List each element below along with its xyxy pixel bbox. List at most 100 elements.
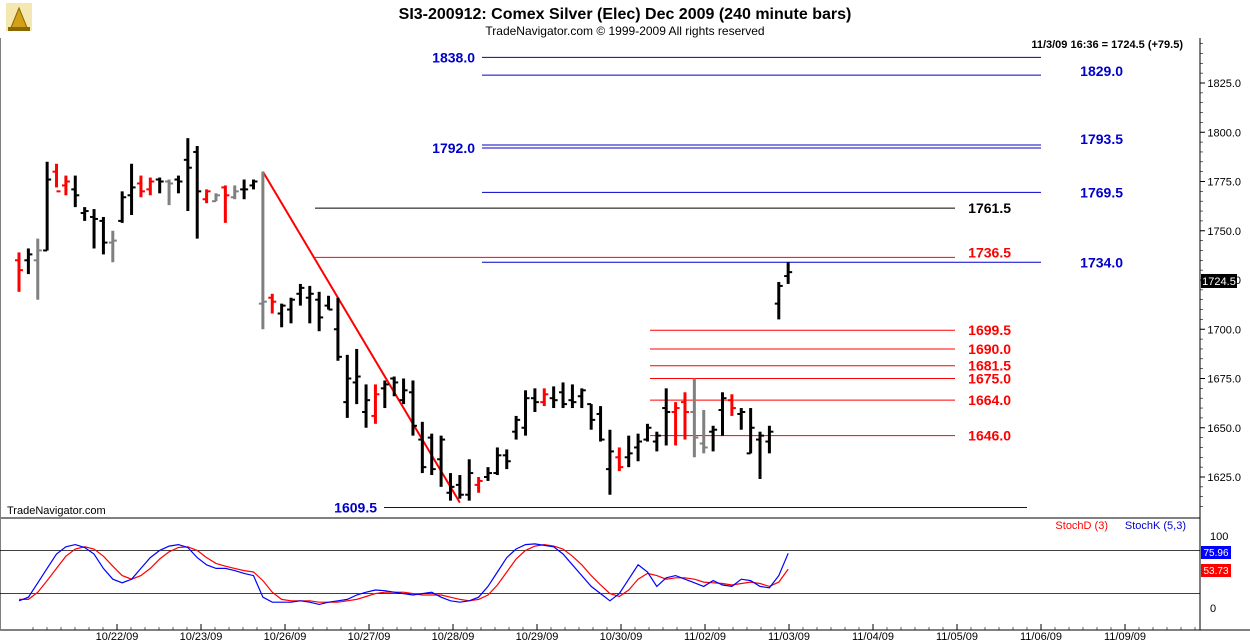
ohlc-bar bbox=[193, 146, 202, 239]
ohlc-bars bbox=[15, 138, 793, 501]
level-label: 1761.5 bbox=[968, 200, 1011, 216]
ohlc-bar bbox=[33, 238, 42, 300]
ohlc-bar bbox=[15, 252, 23, 292]
stochastic-panel: 100 0 bbox=[0, 531, 1228, 615]
ohlc-bar bbox=[352, 348, 361, 405]
ohlc-bar bbox=[493, 447, 502, 476]
ohlc-bar bbox=[624, 435, 633, 468]
ohlc-bar bbox=[596, 406, 605, 442]
level-label: 1675.0 bbox=[968, 371, 1011, 387]
level-label: 1792.0 bbox=[432, 140, 475, 156]
stoch-d-legend: StochD (3) bbox=[1055, 520, 1108, 532]
ohlc-bar bbox=[127, 163, 136, 215]
ohlc-bar bbox=[418, 421, 427, 474]
copyright-text: TradeNavigator.com © 1999-2009 All right… bbox=[485, 24, 764, 38]
ohlc-bar bbox=[615, 447, 624, 472]
level-label: 1699.5 bbox=[968, 322, 1011, 338]
ohlc-bar bbox=[446, 473, 455, 501]
level-label: 1769.5 bbox=[1080, 184, 1123, 200]
x-tick-label: 11/05/09 bbox=[936, 631, 978, 643]
ohlc-bar bbox=[605, 429, 614, 495]
ohlc-bar bbox=[746, 408, 755, 455]
ohlc-bar bbox=[108, 230, 117, 263]
y-tick-label: 1650.0 bbox=[1207, 423, 1241, 435]
ohlc-bar bbox=[559, 382, 568, 409]
level-label: 1681.5 bbox=[968, 358, 1011, 374]
ohlc-bar bbox=[756, 431, 765, 479]
level-label: 1829.0 bbox=[1080, 63, 1123, 79]
ohlc-bar bbox=[202, 189, 211, 204]
y-tick-label: 1775.0 bbox=[1207, 177, 1241, 189]
ohlc-bar bbox=[287, 297, 296, 324]
ohlc-bar bbox=[258, 171, 267, 330]
level-label: 1734.0 bbox=[1080, 254, 1123, 270]
chart-title: SI3-200912: Comex Silver (Elec) Dec 2009… bbox=[399, 6, 852, 23]
ohlc-bar bbox=[315, 291, 324, 332]
ohlc-bar bbox=[324, 295, 333, 311]
y-tick-label: 1700.0 bbox=[1207, 324, 1241, 336]
last-price-value: 1724.5 bbox=[1202, 276, 1236, 288]
price-levels: 1838.0 1829.0 1792.0 1793.5 1769.5 1761.5 1736… bbox=[315, 49, 1123, 516]
level-label: 1690.0 bbox=[968, 341, 1011, 357]
stoch-d-line bbox=[19, 543, 789, 603]
ohlc-bar bbox=[662, 388, 671, 446]
ohlc-bar bbox=[437, 435, 446, 487]
ohlc-bar bbox=[380, 380, 389, 409]
ohlc-bar bbox=[549, 386, 558, 409]
x-tick-label: 10/27/09 bbox=[348, 631, 391, 643]
ohlc-bar bbox=[52, 163, 61, 193]
ohlc-bar bbox=[587, 403, 596, 430]
ohlc-bar bbox=[80, 207, 89, 221]
level-label: 1664.0 bbox=[968, 392, 1011, 408]
ohlc-bar bbox=[118, 191, 127, 223]
ohlc-bar bbox=[399, 378, 408, 405]
ohlc-bar bbox=[362, 384, 371, 428]
ohlc-bar bbox=[465, 459, 474, 501]
ohlc-bar bbox=[784, 262, 793, 284]
stoch-k-line bbox=[18, 543, 789, 606]
stoch-y-tick-label: 100 bbox=[1210, 531, 1228, 543]
ohlc-bar bbox=[211, 193, 220, 203]
ohlc-bar bbox=[333, 297, 342, 361]
ohlc-bar bbox=[727, 394, 736, 416]
x-tick-label: 10/29/09 bbox=[516, 631, 559, 643]
x-tick-label: 11/06/09 bbox=[1020, 631, 1062, 643]
ohlc-bar bbox=[221, 185, 230, 223]
ohlc-bar bbox=[690, 378, 699, 458]
ohlc-bar bbox=[474, 477, 483, 493]
last-quote-text: 11/3/09 16:36 = 1724.5 (+79.5) bbox=[1031, 39, 1183, 51]
y-tick-label: 1800.0 bbox=[1207, 127, 1241, 139]
ohlc-bar bbox=[699, 410, 708, 454]
ohlc-bar bbox=[99, 216, 108, 255]
ohlc-bar bbox=[512, 415, 521, 440]
ohlc-bar bbox=[61, 175, 70, 196]
ohlc-bar bbox=[390, 376, 399, 397]
ohlc-bar bbox=[455, 475, 464, 499]
ohlc-bar bbox=[174, 175, 183, 194]
y-tick-label: 1825.0 bbox=[1207, 78, 1241, 90]
ohlc-bar bbox=[709, 425, 718, 452]
ohlc-bar bbox=[484, 467, 492, 481]
ohlc-bar bbox=[671, 402, 680, 446]
ohlc-bar bbox=[427, 433, 436, 476]
ohlc-bar bbox=[371, 384, 380, 424]
stoch-d-value: 53.73 bbox=[1203, 566, 1228, 577]
watermark-text: TradeNavigator.com bbox=[7, 505, 106, 517]
trendline bbox=[262, 171, 461, 504]
ohlc-bar bbox=[718, 392, 727, 436]
y-tick-label: 1625.0 bbox=[1207, 472, 1241, 484]
ohlc-bar bbox=[249, 179, 258, 190]
date-x-axis: 10/22/09 10/23/09 10/26/09 10/27/09 10/28/09… bbox=[32, 624, 1196, 643]
y-tick-label: 1750.0 bbox=[1207, 226, 1241, 238]
ohlc-bar bbox=[765, 425, 774, 454]
level-label: 1609.5 bbox=[334, 500, 377, 516]
stoch-k-legend: StochK (5,3) bbox=[1125, 520, 1186, 532]
ohlc-bar bbox=[90, 209, 99, 249]
ohlc-bar bbox=[136, 175, 145, 198]
x-tick-label: 10/28/09 bbox=[432, 631, 475, 643]
level-label: 1838.0 bbox=[432, 49, 475, 65]
ohlc-bar bbox=[652, 431, 661, 452]
x-tick-label: 11/09/09 bbox=[1104, 631, 1146, 643]
trendline-line bbox=[262, 171, 461, 504]
